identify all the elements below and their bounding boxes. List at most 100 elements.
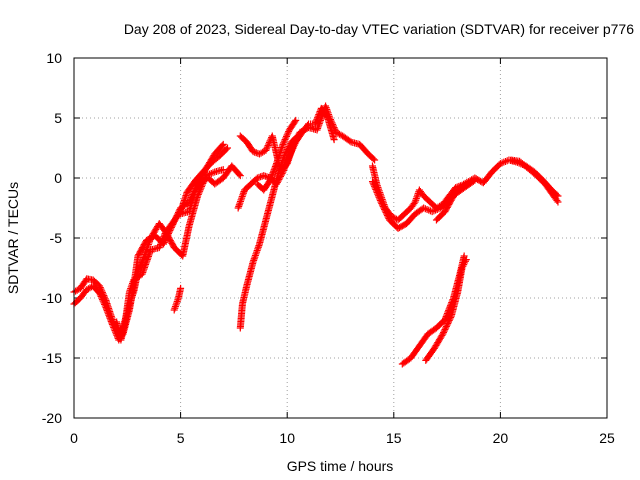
data-point-marker: [500, 158, 508, 166]
data-point-marker: [284, 129, 292, 137]
data-point-marker: [159, 234, 167, 242]
data-point-marker: [128, 281, 136, 289]
data-point-marker: [290, 140, 298, 148]
data-point-marker: [553, 197, 561, 204]
data-point-marker: [330, 136, 338, 144]
data-point-marker: [327, 116, 335, 124]
data-point-marker: [411, 198, 419, 206]
data-point-marker: [209, 169, 217, 177]
data-point-marker: [325, 111, 333, 119]
data-point-marker: [135, 266, 143, 274]
data-point-marker: [329, 122, 337, 130]
data-point-marker: [381, 206, 389, 213]
data-point-marker: [98, 288, 106, 296]
data-point-marker: [430, 207, 438, 215]
data-point-marker: [282, 161, 290, 169]
data-point-marker: [374, 192, 382, 200]
data-series-track-5: [177, 162, 244, 218]
data-point-marker: [372, 185, 380, 193]
data-point-marker: [444, 308, 452, 316]
data-point-marker: [461, 257, 469, 265]
data-point-marker: [441, 326, 449, 333]
data-point-marker: [125, 288, 133, 296]
data-point-marker: [378, 201, 386, 209]
y-tick-label: 0: [54, 170, 62, 186]
data-point-marker: [502, 157, 510, 165]
data-point-marker: [97, 285, 105, 293]
data-point-marker: [412, 195, 420, 203]
data-series-track-12: [432, 181, 470, 224]
data-series-track-8: [236, 102, 379, 176]
data-point-marker: [326, 114, 334, 122]
data-point-marker: [496, 160, 504, 168]
data-series-track-3: [113, 144, 232, 344]
data-point-marker: [331, 125, 339, 133]
data-point-marker: [440, 327, 448, 335]
data-point-marker: [369, 179, 377, 187]
y-tick-label: -5: [50, 230, 63, 246]
data-point-marker: [445, 317, 453, 324]
data-point-marker: [323, 107, 331, 115]
data-point-marker: [410, 200, 418, 207]
data-point-marker: [433, 205, 441, 213]
x-tick-label: 10: [279, 430, 295, 446]
data-point-marker: [101, 295, 109, 303]
data-point-marker: [438, 331, 446, 339]
data-point-marker: [440, 329, 448, 336]
data-point-marker: [157, 240, 165, 248]
data-point-marker: [173, 297, 181, 305]
data-point-marker: [442, 324, 450, 332]
y-tick-label: -10: [42, 290, 62, 306]
data-point-marker: [432, 206, 440, 214]
data-point-marker: [383, 212, 391, 219]
data-point-marker: [283, 131, 291, 139]
data-point-marker: [443, 321, 451, 329]
data-point-marker: [377, 198, 385, 206]
data-point-marker: [279, 140, 287, 148]
x-tick-label: 20: [493, 430, 509, 446]
data-point-marker: [101, 293, 109, 301]
data-point-marker: [160, 233, 168, 241]
y-tick-label: -15: [42, 350, 62, 366]
data-point-marker: [96, 284, 104, 292]
data-point-marker: [383, 210, 391, 218]
data-point-marker: [127, 283, 135, 291]
data-point-marker: [329, 120, 337, 128]
data-point-marker: [98, 287, 106, 295]
data-point-marker: [325, 112, 333, 120]
data-point-marker: [263, 145, 271, 153]
data-point-marker: [218, 142, 226, 150]
data-point-marker: [282, 132, 290, 140]
data-series-track-4: [170, 284, 185, 314]
data-point-marker: [281, 136, 289, 144]
data-point-marker: [126, 286, 134, 294]
data-point-marker: [328, 119, 336, 127]
data-point-marker: [372, 187, 380, 195]
data-point-marker: [174, 296, 182, 304]
data-point-marker: [109, 317, 117, 325]
y-tick-label: 10: [46, 50, 62, 66]
data-point-marker: [292, 116, 300, 124]
data-point-marker: [322, 102, 330, 110]
data-point-marker: [292, 136, 300, 144]
data-point-marker: [324, 109, 332, 117]
data-point-marker: [135, 264, 143, 272]
data-point-marker: [160, 231, 168, 239]
data-point-marker: [291, 137, 299, 145]
data-point-marker: [370, 181, 378, 189]
data-point-marker: [327, 117, 335, 125]
x-axis-label: GPS time / hours: [287, 458, 394, 474]
data-point-marker: [380, 204, 388, 212]
data-point-marker: [207, 169, 215, 177]
data-point-marker: [156, 242, 164, 250]
data-point-marker: [446, 315, 454, 323]
data-point-marker: [259, 148, 267, 156]
data-point-marker: [236, 172, 244, 180]
data-point-marker: [375, 193, 383, 201]
data-point-marker: [290, 139, 298, 147]
data-point-marker: [444, 320, 452, 327]
data-point-marker: [554, 198, 562, 206]
data-point-marker: [158, 237, 166, 245]
data-point-marker: [323, 105, 331, 113]
